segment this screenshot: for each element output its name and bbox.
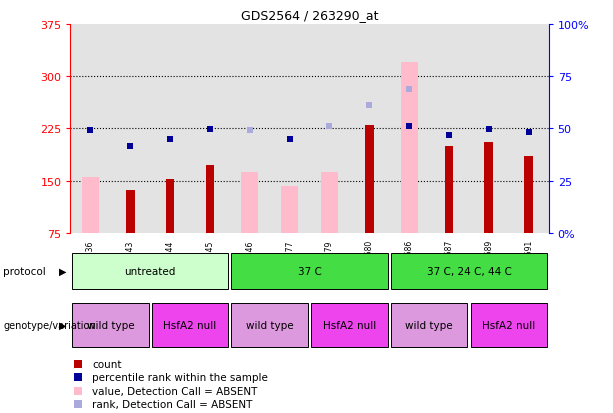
Text: genotype/variation: genotype/variation	[3, 320, 96, 330]
Bar	[205, 166, 215, 233]
Bar	[152, 304, 228, 347]
Text: protocol: protocol	[3, 266, 46, 277]
Bar	[70, 25, 110, 233]
Text: HsfA2 null: HsfA2 null	[164, 320, 216, 330]
Text: wild type: wild type	[246, 320, 294, 330]
Text: rank, Detection Call = ABSENT: rank, Detection Call = ABSENT	[92, 399, 253, 409]
Text: ▶: ▶	[59, 266, 66, 277]
Bar	[232, 304, 308, 347]
Text: HsfA2 null: HsfA2 null	[323, 320, 376, 330]
Bar	[444, 147, 454, 233]
Text: untreated: untreated	[124, 266, 176, 277]
Bar	[365, 126, 374, 233]
Bar	[391, 304, 467, 347]
Bar	[471, 304, 547, 347]
Text: wild type: wild type	[405, 320, 453, 330]
Text: 37 C, 24 C, 44 C: 37 C, 24 C, 44 C	[427, 266, 511, 277]
Bar	[242, 172, 258, 233]
Bar	[72, 254, 228, 290]
Bar	[190, 25, 230, 233]
Bar	[509, 25, 549, 233]
Bar	[469, 25, 509, 233]
Bar	[401, 63, 417, 233]
Bar	[281, 186, 298, 233]
Text: value, Detection Call = ABSENT: value, Detection Call = ABSENT	[92, 386, 257, 396]
Bar	[391, 254, 547, 290]
Bar	[166, 180, 175, 233]
Bar	[126, 190, 135, 233]
Bar	[110, 25, 150, 233]
Bar	[270, 25, 310, 233]
Bar	[349, 25, 389, 233]
Bar	[310, 25, 349, 233]
Bar	[429, 25, 469, 233]
Bar	[232, 254, 387, 290]
Text: wild type: wild type	[86, 320, 134, 330]
Bar	[311, 304, 387, 347]
Text: HsfA2 null: HsfA2 null	[482, 320, 535, 330]
Text: 37 C: 37 C	[298, 266, 321, 277]
Bar	[389, 25, 429, 233]
Bar	[524, 157, 533, 233]
Title: GDS2564 / 263290_at: GDS2564 / 263290_at	[241, 9, 378, 22]
Bar	[72, 304, 148, 347]
Bar	[150, 25, 190, 233]
Bar	[230, 25, 270, 233]
Text: percentile rank within the sample: percentile rank within the sample	[92, 373, 268, 382]
Bar	[321, 172, 338, 233]
Bar	[484, 143, 493, 233]
Text: count: count	[92, 359, 121, 369]
Bar	[82, 178, 99, 233]
Text: ▶: ▶	[59, 320, 66, 330]
